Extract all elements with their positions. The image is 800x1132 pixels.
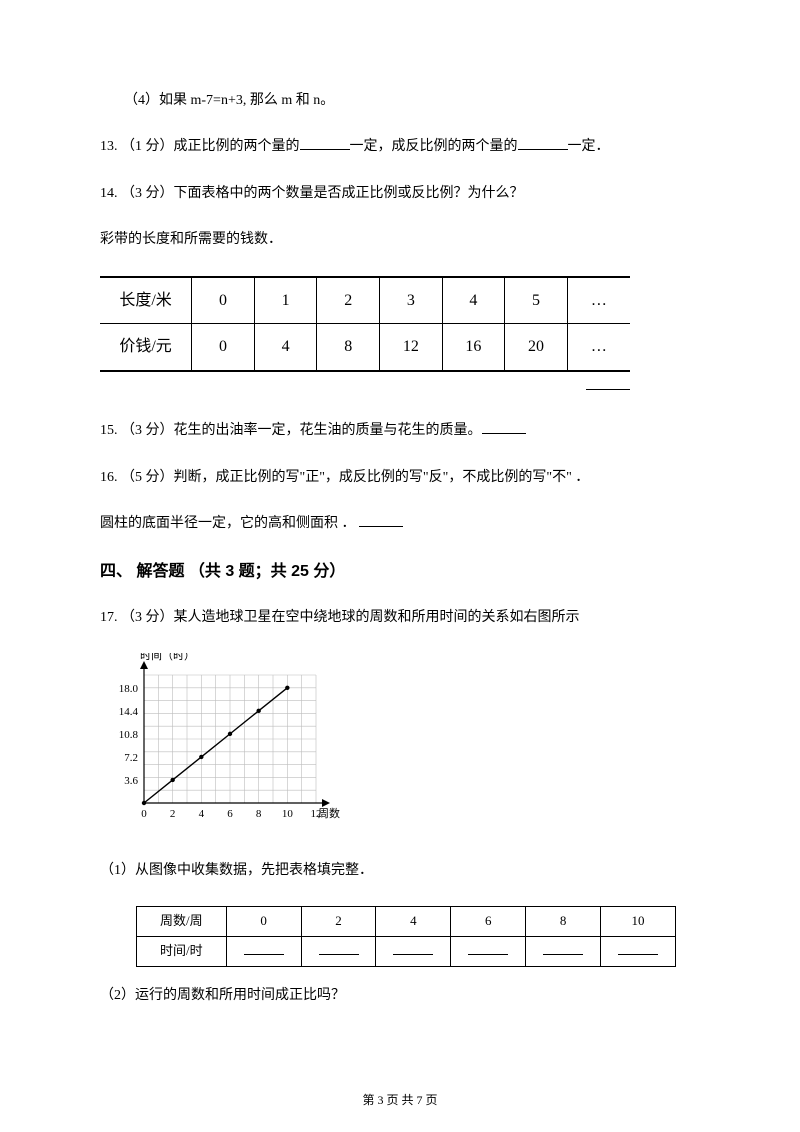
q13-c: 一定． (568, 139, 610, 154)
q13-blank2[interactable] (518, 136, 568, 150)
tbl2-h1: 周数/周 (137, 907, 227, 937)
svg-text:8: 8 (256, 808, 262, 820)
tbl1-h1: 长度/米 (100, 277, 192, 324)
table-row: 时间/时 (137, 937, 676, 967)
cell: 0 (192, 277, 255, 324)
chart-svg: 18.014.410.87.23.6024681012时间（时）周数 (100, 653, 346, 833)
svg-text:0: 0 (141, 808, 147, 820)
svg-text:4: 4 (199, 808, 205, 820)
cell: 8 (317, 324, 380, 371)
svg-text:时间（时）: 时间（时） (140, 653, 195, 662)
svg-text:6: 6 (227, 808, 233, 820)
q17-2-text: （2）运行的周数和所用时间成正比吗？ (100, 985, 700, 1007)
q13-a: 13. （1 分）成正比例的两个量的 (100, 139, 300, 154)
page-footer: 第 3 页 共 7 页 (0, 1091, 800, 1110)
cell: 8 (526, 907, 601, 937)
cell: 16 (442, 324, 505, 371)
cell: 10 (601, 907, 676, 937)
tbl1-h2: 价钱/元 (100, 324, 192, 371)
section-4-title: 四、 解答题 （共 3 题；共 25 分） (100, 559, 700, 585)
svg-text:2: 2 (170, 808, 176, 820)
cell: 12 (380, 324, 443, 371)
q13-blank1[interactable] (300, 136, 350, 150)
q14-sub: 彩带的长度和所需要的钱数． (100, 229, 700, 251)
q12-4-text: （4）如果 m-7=n+3, 那么 m 和 n。 (100, 90, 700, 112)
cell-blank[interactable] (526, 937, 601, 967)
cell: 2 (317, 277, 380, 324)
cell: 1 (254, 277, 317, 324)
q13-line: 13. （1 分）成正比例的两个量的 一定，成反比例的两个量的 一定． (100, 136, 700, 158)
cell-blank[interactable] (226, 937, 301, 967)
cell: 0 (226, 907, 301, 937)
q17-text: 17. （3 分）某人造地球卫星在空中绕地球的周数和所用时间的关系如右图所示 (100, 607, 700, 629)
cell: 5 (505, 277, 568, 324)
svg-text:周数: 周数 (318, 807, 340, 820)
cell: 2 (301, 907, 376, 937)
cell: 20 (505, 324, 568, 371)
cell-blank[interactable] (451, 937, 526, 967)
svg-text:10: 10 (282, 808, 294, 820)
q13-b: 一定，成反比例的两个量的 (350, 139, 518, 154)
q14-text: 14. （3 分）下面表格中的两个数量是否成正比例或反比例？为什么？ (100, 183, 700, 205)
q16-sub-line: 圆柱的底面半径一定，它的高和侧面积 ． (100, 513, 700, 535)
q16-text: 16. （5 分）判断，成正比例的写"正"，成反比例的写"反"，不成比例的写"不… (100, 467, 700, 489)
tbl2-h2: 时间/时 (137, 937, 227, 967)
svg-text:14.4: 14.4 (119, 706, 139, 718)
cell: 4 (376, 907, 451, 937)
cell: 4 (442, 277, 505, 324)
cycles-table: 周数/周 0 2 4 6 8 10 时间/时 (136, 906, 676, 967)
q15-text: 15. （3 分）花生的出油率一定，花生油的质量与花生的质量。 (100, 423, 482, 438)
cell: … (567, 277, 630, 324)
svg-text:7.2: 7.2 (124, 752, 138, 764)
satellite-chart: 18.014.410.87.23.6024681012时间（时）周数 (100, 653, 700, 841)
cell: … (567, 324, 630, 371)
svg-text:10.8: 10.8 (119, 729, 139, 741)
q15-blank[interactable] (482, 420, 526, 434)
cell-blank[interactable] (376, 937, 451, 967)
table-row: 周数/周 0 2 4 6 8 10 (137, 907, 676, 937)
cell: 0 (192, 324, 255, 371)
table-row: 价钱/元 0 4 8 12 16 20 … (100, 324, 630, 371)
q15-line: 15. （3 分）花生的出油率一定，花生油的质量与花生的质量。 (100, 420, 700, 442)
tbl1-answer-blank[interactable] (586, 376, 630, 390)
q16-sub: 圆柱的底面半径一定，它的高和侧面积 ． (100, 516, 356, 531)
cell-blank[interactable] (301, 937, 376, 967)
cell: 4 (254, 324, 317, 371)
ribbon-table: 长度/米 0 1 2 3 4 5 … 价钱/元 0 4 8 12 16 20 … (100, 276, 630, 372)
q17-1-text: （1）从图像中收集数据，先把表格填完整． (100, 860, 700, 882)
cell: 3 (380, 277, 443, 324)
svg-text:3.6: 3.6 (124, 775, 138, 787)
cell-blank[interactable] (601, 937, 676, 967)
table-row: 长度/米 0 1 2 3 4 5 … (100, 277, 630, 324)
cell: 6 (451, 907, 526, 937)
q16-blank[interactable] (359, 513, 403, 527)
svg-text:18.0: 18.0 (119, 683, 139, 695)
